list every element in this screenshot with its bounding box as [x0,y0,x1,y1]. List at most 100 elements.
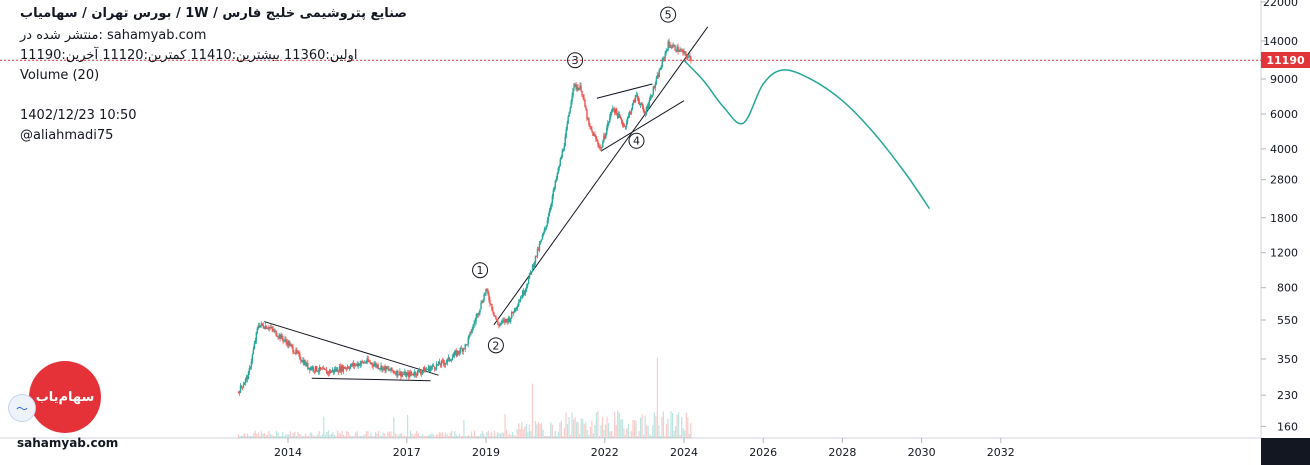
candle-body [400,371,402,377]
candle-body [563,146,565,150]
candle-body [625,122,628,127]
candle-body [543,228,546,233]
volume-bar [560,420,562,438]
tradingview-icon[interactable]: 〜 [8,394,36,422]
candle-body [529,271,532,273]
candle-body [544,227,547,229]
candle-body [257,325,259,329]
candle-body [248,368,251,373]
candle-body [650,96,653,98]
candle-body [329,370,332,373]
candle-body [386,366,388,369]
candle-body [335,368,338,371]
candle-body [313,367,315,371]
candle-body [454,351,457,353]
volume-bar [513,434,515,438]
candle-body [663,57,665,59]
volume-bar [350,436,352,438]
candle-body [679,49,681,52]
volume-bar [501,432,503,438]
candle-body [274,330,276,332]
candle-body [302,360,304,363]
volume-bar [621,419,623,438]
candle-body [512,311,514,313]
candle-body [554,180,556,188]
volume-bar [515,436,517,438]
volume-bar [649,434,651,438]
candle-body [540,239,543,242]
wave-label-circle [660,6,677,23]
candle-body [286,341,288,346]
price-series-group [237,38,931,396]
candle-body [533,262,536,267]
volume-bar [259,436,261,438]
candle-body [336,368,339,372]
volume-bar [484,436,486,438]
volume-bar [346,431,348,438]
candle-body [265,325,267,329]
candle-body [655,78,657,84]
candle-body [323,368,326,370]
y-axis-ticks: 160 230 350 550 800 1200 1800 2800 4000 6000 9000 1… [1261,0,1298,433]
x-tick-label: 2024 [670,446,698,459]
candle-body [433,366,436,369]
candle-body [432,365,435,367]
candle-body [385,366,387,371]
volume-bar [240,436,243,438]
volume-bar [461,436,463,438]
candle-body [428,366,431,372]
volume-bar [690,422,692,438]
volume-bar [394,433,396,438]
candle-body [419,372,422,374]
volume-label: Volume (20) [20,68,100,83]
volume-bar [365,431,368,438]
volume-bar [652,424,654,438]
candle-body [660,66,662,70]
candle-body [631,103,634,110]
volume-bar [609,431,611,438]
candle-body [499,323,501,326]
volume-bar [274,435,276,438]
candle-body [483,294,485,302]
volume-bar [324,434,326,438]
volume-bar [585,422,587,438]
volume-bar [318,431,320,438]
candle-body [623,125,626,127]
volume-bar [374,432,377,438]
wave-label-5: 5 [660,6,677,23]
volume-bar [495,435,497,438]
candle-body [665,50,667,53]
wave-label-circle [567,52,584,69]
volume-bar [402,436,404,438]
candle-body [470,331,472,333]
candle-body [685,52,687,57]
volume-bar [530,431,532,438]
volume-bar [428,434,430,438]
volume-bar [527,431,529,438]
candle-body [495,316,497,320]
candle-body [321,368,324,370]
volume-bar [486,432,488,438]
volume-bar [633,420,636,438]
candle-body [677,46,679,52]
candle-body [353,363,356,366]
candle-body [275,330,277,336]
candle-body [333,369,336,373]
candle-body [464,344,466,349]
candle-body [244,378,247,383]
candle-body [637,97,640,102]
candle-body [643,111,646,115]
volume-bar [403,436,406,438]
candle-body [475,316,477,322]
candle-body [683,51,685,54]
volume-bar [289,431,291,438]
candle-body [556,173,558,179]
volume-bar [598,436,601,438]
candle-body [504,319,506,323]
volume-bar [304,433,307,438]
candle-body [494,315,496,317]
wave-labels: 1 2 3 4 5 [472,6,677,354]
candle-body [641,103,644,108]
candle-body [402,373,404,375]
volume-bar [516,429,518,438]
